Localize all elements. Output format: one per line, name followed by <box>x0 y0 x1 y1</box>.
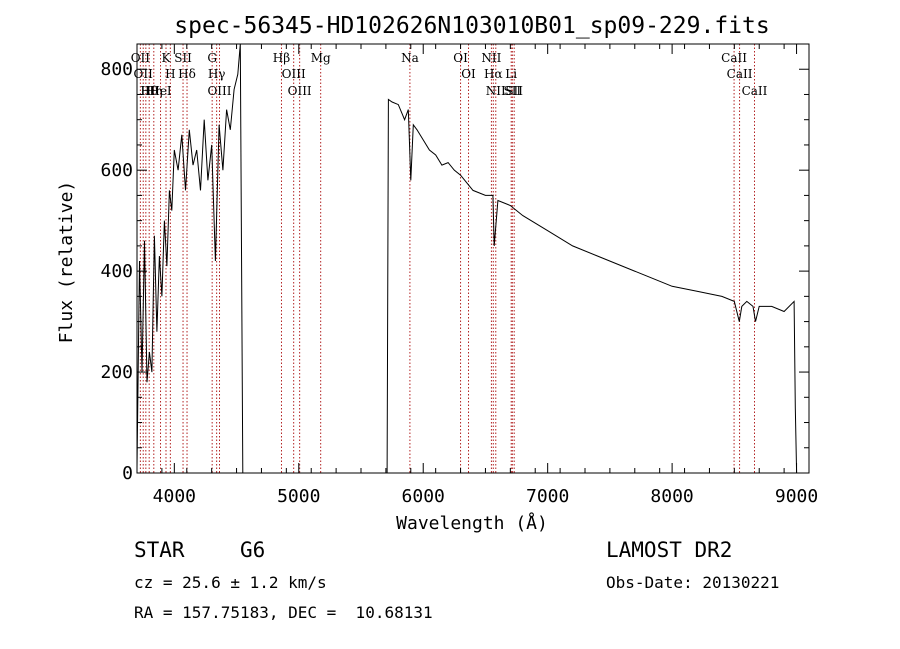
line-id-label: OII <box>131 51 151 65</box>
line-id-label: H <box>141 84 151 98</box>
line-id-label: CaII <box>721 51 747 65</box>
observation-date: Obs-Date: 20130221 <box>606 573 780 592</box>
spectrum-chart: spec-56345-HD102626N103010B01_sp09-229.f… <box>56 13 818 534</box>
line-id-label: Hθ <box>140 84 158 98</box>
line-id-label: Na <box>401 51 419 65</box>
spectrum-line <box>136 43 798 474</box>
line-id-labels: OIIOIIHHθHηHeIKHSIIHδGHγOIIIHβOIIIOIIIMg… <box>131 51 768 98</box>
survey-name: LAMOST DR2 <box>606 538 733 562</box>
plot-frame <box>136 43 810 474</box>
line-id-label: CaII <box>742 84 768 98</box>
x-axis-label: Wavelength (Å) <box>396 512 548 534</box>
line-id-label: NII <box>486 84 506 98</box>
chart-title: spec-56345-HD102626N103010B01_sp09-229.f… <box>174 13 769 39</box>
y-axis-ticks: 0 200 400 600 800 <box>100 43 809 484</box>
line-id-label: HeI <box>149 84 172 98</box>
x-tick-label: 8000 <box>650 486 693 507</box>
y-tick-label: 400 <box>100 261 133 282</box>
line-id-label: Li <box>505 67 517 81</box>
object-subclass: G6 <box>240 538 266 562</box>
y-tick-label: 200 <box>100 362 133 383</box>
x-tick-label: 6000 <box>402 486 445 507</box>
y-tick-label: 800 <box>100 59 133 80</box>
y-tick-label: 600 <box>100 160 133 181</box>
line-id-label: Hη <box>145 84 163 98</box>
line-id-label: SII <box>174 51 192 65</box>
line-id-label: SII <box>505 84 523 98</box>
redshift-value: cz = 25.6 ± 1.2 km/s <box>134 573 327 592</box>
line-id-label: Hβ <box>273 51 290 65</box>
x-axis-ticks: 4000 5000 6000 7000 8000 9000 <box>136 44 818 507</box>
line-id-label: OIII <box>207 84 231 98</box>
line-id-label: CaII <box>727 67 753 81</box>
line-id-label: OIII <box>282 67 306 81</box>
line-id-label: Hδ <box>178 67 196 81</box>
line-id-label: Hα <box>484 67 503 81</box>
x-tick-label: 9000 <box>775 486 818 507</box>
line-id-markers <box>139 44 755 473</box>
line-id-label: OI <box>461 67 476 81</box>
y-tick-label: 0 <box>122 463 133 484</box>
object-class: STAR <box>134 538 185 562</box>
x-tick-label: 4000 <box>153 486 196 507</box>
line-id-label: K <box>162 51 172 65</box>
line-id-label: OII <box>134 67 154 81</box>
line-id-label: G <box>207 51 217 65</box>
line-id-label: Mg <box>311 51 331 65</box>
line-id-label: NII <box>481 51 501 65</box>
line-id-label: OI <box>453 51 468 65</box>
line-id-label: SII <box>503 84 521 98</box>
line-id-label: Hγ <box>208 67 226 81</box>
line-id-label: OIII <box>288 84 312 98</box>
x-tick-label: 5000 <box>277 486 320 507</box>
x-tick-label: 7000 <box>526 486 569 507</box>
coordinates: RA = 157.75183, DEC = 10.68131 <box>134 603 433 622</box>
y-axis-label: Flux (relative) <box>56 181 77 344</box>
line-id-label: H <box>165 67 175 81</box>
